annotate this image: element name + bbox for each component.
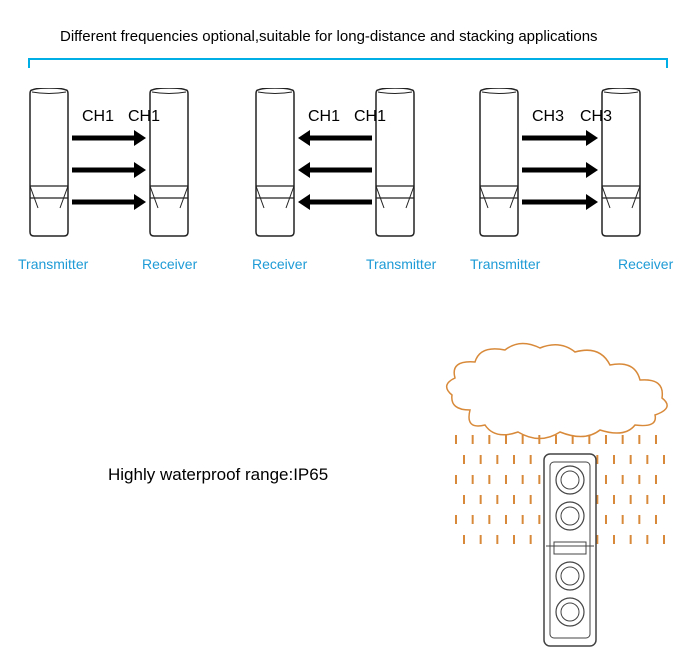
beam-arrow-1-2 (298, 194, 372, 215)
role-label-1: Receiver (142, 256, 197, 272)
sensor-device-illustration (540, 450, 600, 655)
role-label-4: Transmitter (470, 256, 540, 272)
beam-arrow-2-0 (522, 130, 598, 151)
channel-label-0: CH1 (82, 108, 114, 126)
diagram-title: Different frequencies optional,suitable … (60, 28, 598, 45)
role-label-3: Transmitter (366, 256, 436, 272)
role-label-5: Receiver (618, 256, 673, 272)
channel-label-1: CH1 (128, 108, 160, 126)
waterproof-label: Highly waterproof range:IP65 (108, 465, 328, 485)
beam-arrow-1-0 (298, 130, 372, 151)
beam-arrow-0-2 (72, 194, 146, 215)
beam-arrow-0-1 (72, 162, 146, 183)
beam-device-4 (478, 88, 520, 238)
beam-device-0 (28, 88, 70, 238)
beam-arrow-2-2 (522, 194, 598, 215)
beam-arrow-0-0 (72, 130, 146, 151)
bracket-line (28, 58, 668, 68)
beam-arrow-2-1 (522, 162, 598, 183)
channel-label-2: CH1 (308, 108, 340, 126)
channel-label-3: CH1 (354, 108, 386, 126)
beam-arrow-1-1 (298, 162, 372, 183)
beam-device-2 (254, 88, 296, 238)
role-label-2: Receiver (252, 256, 307, 272)
role-label-0: Transmitter (18, 256, 88, 272)
channel-label-5: CH3 (580, 108, 612, 126)
channel-label-4: CH3 (532, 108, 564, 126)
